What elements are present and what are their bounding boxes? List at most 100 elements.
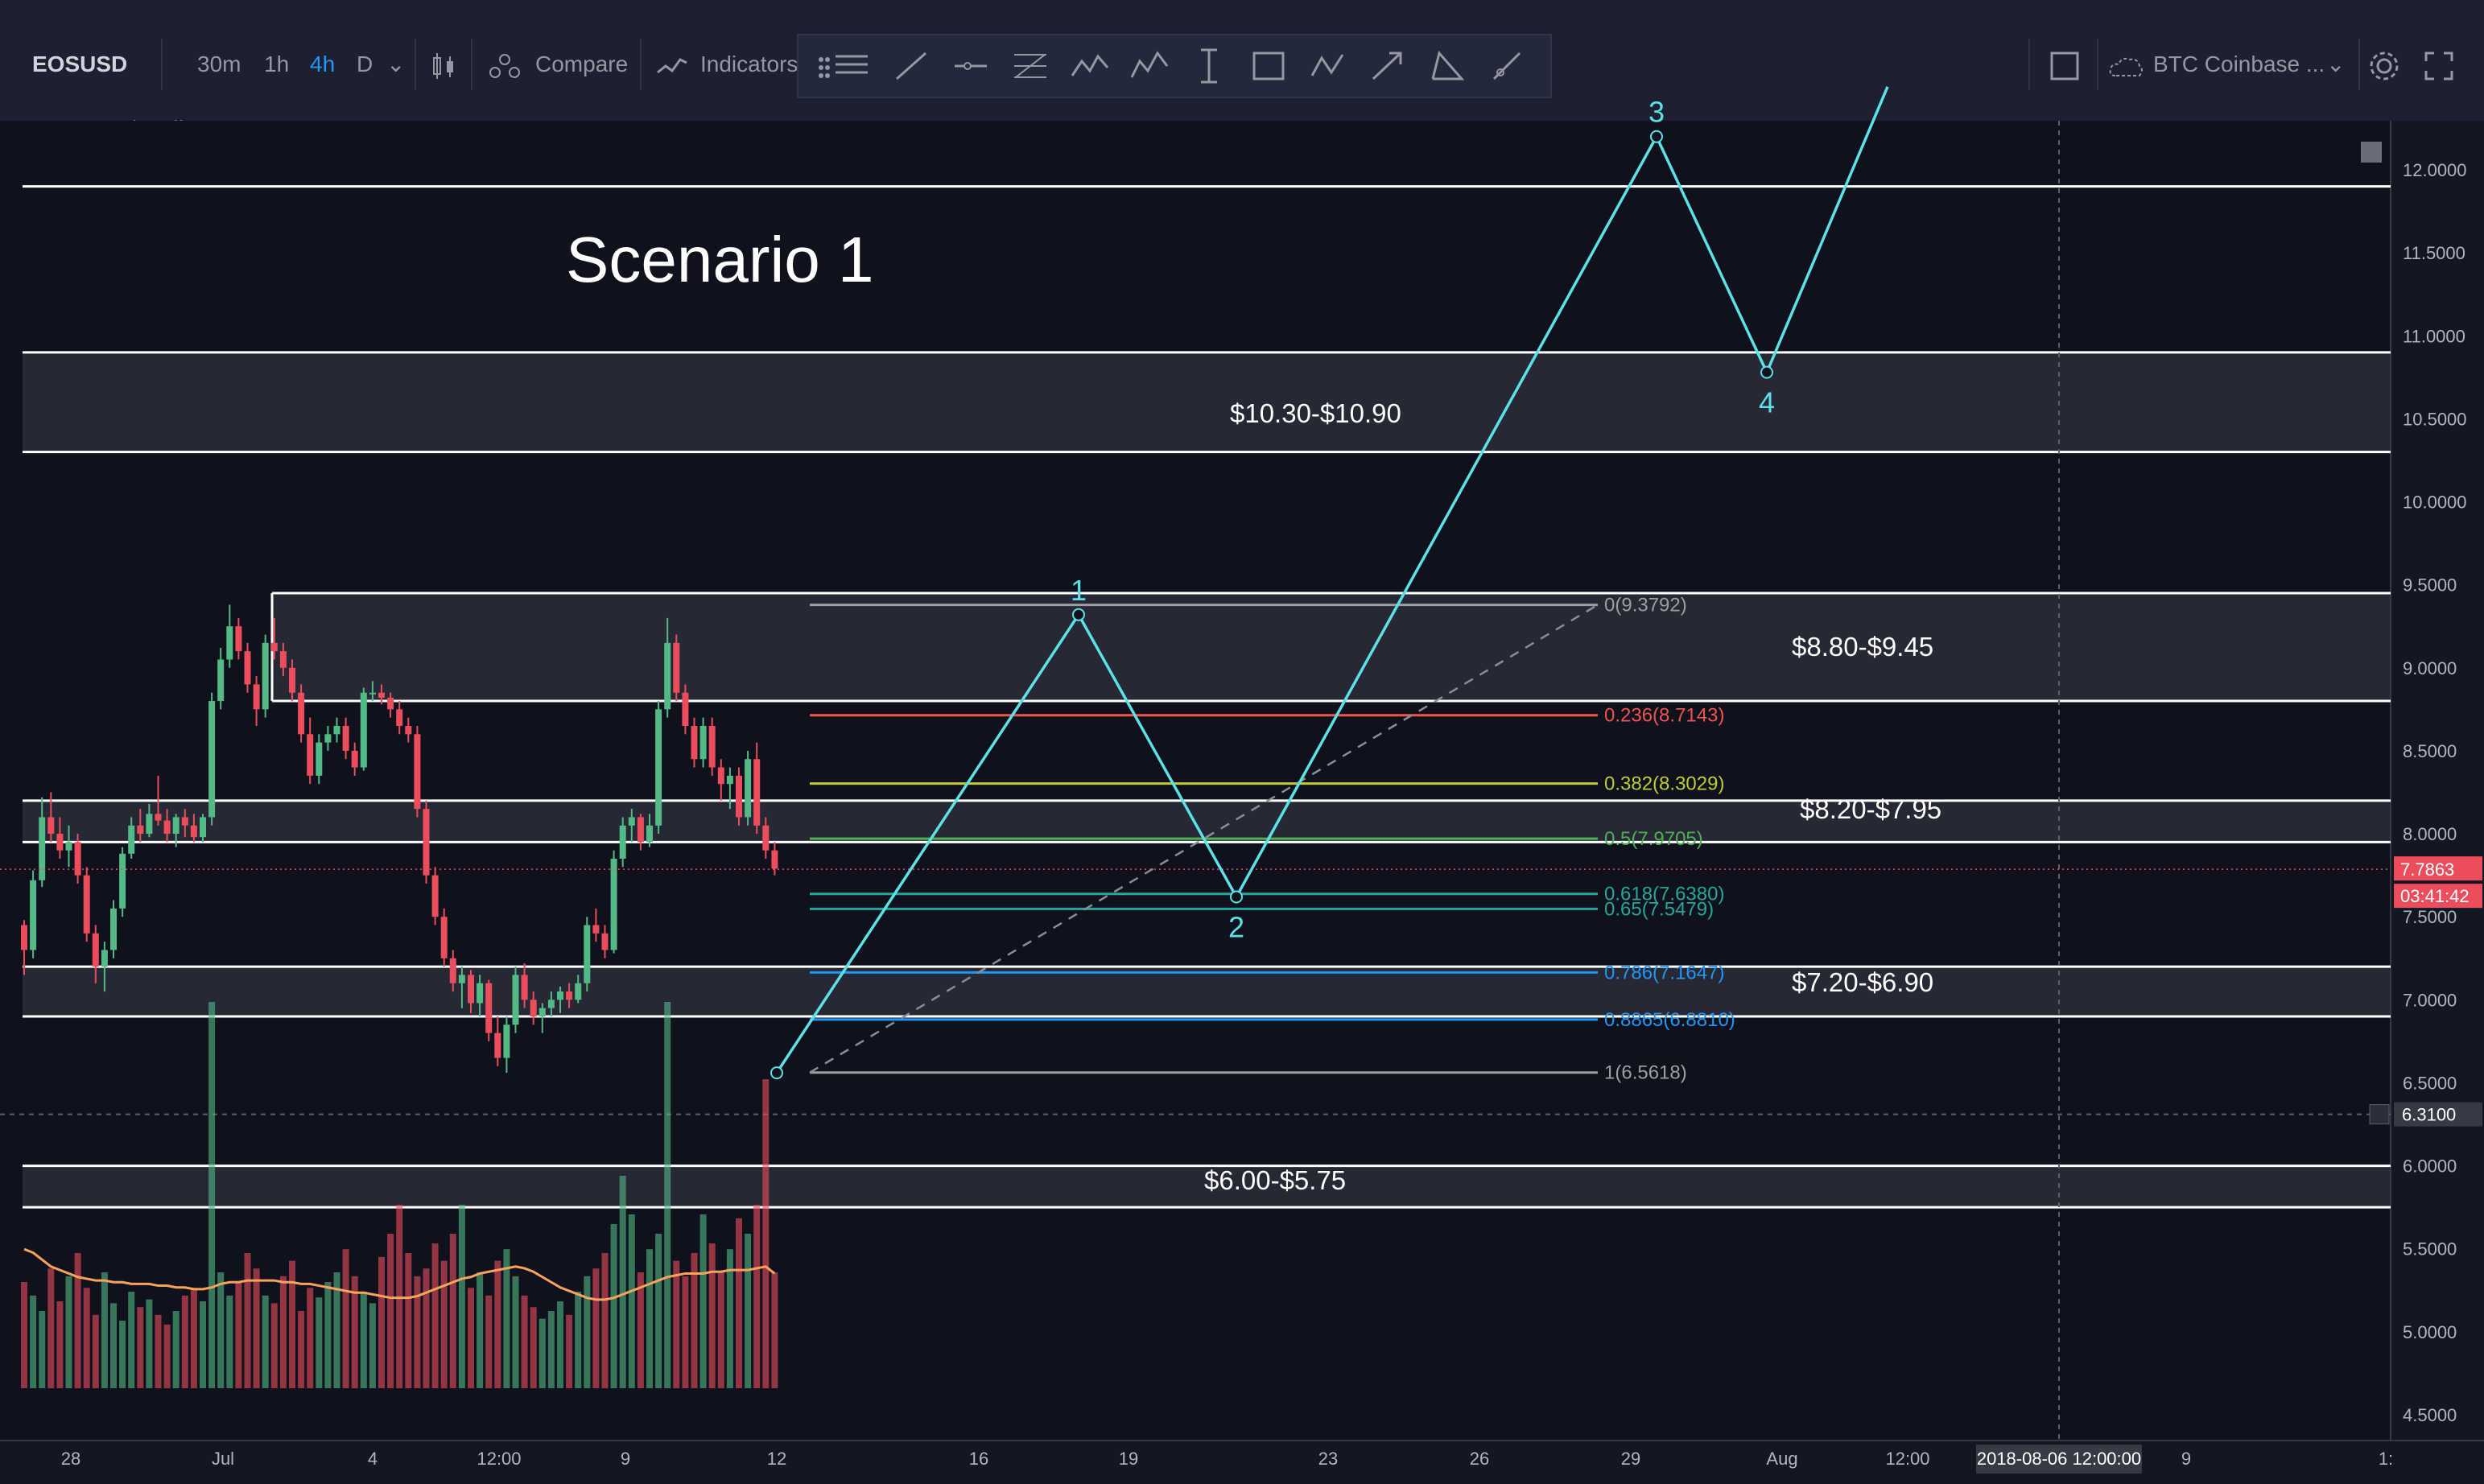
candle-body [298,692,305,735]
collapse-icon[interactable]: ⊞ ▮ [24,117,72,143]
brush-tool-icon[interactable] [1484,43,1529,89]
volume-bar [468,1288,474,1388]
volume-bar [726,1249,733,1388]
candle-body [279,651,287,668]
visibility-icon[interactable]: ▣ ▣ [398,117,465,143]
account-selector[interactable]: BTC Coinbase ... [2153,52,2325,76]
horizontal-ray-icon[interactable] [948,43,993,89]
time-tick-label: 12 [767,1449,786,1469]
volume-bar [745,1234,752,1388]
candle-body [47,817,55,835]
compare-button[interactable]: Compare [535,52,629,76]
time-tick-label: 9 [621,1449,630,1469]
candle-body [262,642,269,710]
trendline-tool-icon[interactable] [889,43,934,89]
toolbar-divider [640,39,642,90]
volume-bar [146,1299,153,1388]
cloud-icon[interactable] [2107,42,2144,87]
candle-body [557,991,563,1000]
volume-bar [155,1314,162,1388]
price-tick-label: 8.5000 [2403,741,2457,761]
interval-d[interactable]: D [357,52,373,76]
candle-body [39,817,46,880]
volume-bar [708,1243,716,1388]
volume-bar [762,1079,770,1388]
volume-bar [610,1224,617,1388]
candle-body [333,725,340,735]
price-axis-panel [2391,121,2484,1484]
close-value: 7.7863 [780,117,855,143]
plot-background [0,121,2484,1484]
candle-body [217,659,225,702]
volume-bar [628,1214,635,1388]
volume-bar [270,1303,278,1388]
candle-body [512,975,519,1025]
price-tick-label: 7.0000 [2403,990,2457,1010]
chevron-down-icon[interactable]: ⌄ [386,52,406,76]
candle-body [200,817,206,838]
wave-label: 4 [1759,386,1775,419]
add-alert-icon[interactable] [2369,1104,2390,1125]
candle-body [575,983,582,1000]
indicators-button[interactable]: Indicators [700,52,798,76]
candle-body [458,975,465,983]
volume-bar [601,1253,609,1388]
interval-4h[interactable]: 4h [310,52,336,76]
candle-body [253,684,260,710]
lines-tool-icon[interactable] [829,43,874,89]
fib-retracement-icon[interactable] [1008,43,1053,89]
time-tick-label: Aug [1766,1449,1797,1469]
candle-body [547,1000,555,1008]
abcd-pattern-icon[interactable] [1306,43,1351,89]
price-tick-label: 10.5000 [2403,409,2467,429]
volume-bar [181,1295,188,1388]
elliott-wave-icon[interactable] [1127,43,1172,89]
volume-bar [414,1276,421,1388]
fullscreen-icon[interactable] [2423,42,2455,87]
candle-body [664,642,671,710]
candle-body [56,834,64,851]
candle-body [431,875,439,917]
candle-body [21,925,27,950]
volume-bar [92,1314,99,1388]
candle-body [745,759,752,818]
candle-body [708,725,716,768]
series-title[interactable]: EOS / Dollar, 240, BITFINEX [71,117,380,143]
support-zone [23,1165,2391,1208]
square-icon[interactable] [2049,42,2081,87]
toolbar-divider [2028,39,2030,90]
compare-icon[interactable] [487,42,522,87]
support-zone [23,352,2391,452]
price-tick-label: 10.0000 [2403,493,2467,513]
time-tick-label: 4 [368,1449,378,1469]
triangle-tool-icon[interactable] [1425,43,1470,89]
fib-level-label: 0.65(7.5479) [1604,898,1714,920]
fib-level-label: 0.5(7.9705) [1604,828,1703,850]
indicators-icon[interactable] [656,42,688,87]
chevron-down-icon[interactable]: ⌄ [2326,52,2346,76]
candle-body [753,759,761,826]
volume-bar [477,1272,484,1388]
rectangle-tool-icon[interactable] [1246,43,1291,89]
candle-body [494,1033,501,1058]
interval-1h[interactable]: 1h [264,52,290,76]
candle-body [440,917,448,958]
volume-moving-average [23,1247,776,1301]
candle-body [771,850,778,869]
symbol-search[interactable]: EOSUSD [32,52,128,76]
volume-bar [736,1218,742,1388]
crosshair-time-tag [1976,1445,2142,1474]
chevron-down-icon[interactable]: ▾ [386,124,399,142]
chart-title: Scenario 1 [566,224,873,295]
volume-bar [74,1253,81,1388]
fib-trend-line [809,604,1599,1074]
candles-icon[interactable] [431,42,456,87]
drag-handle-icon[interactable] [802,43,830,89]
measure-tool-icon[interactable] [1186,43,1232,89]
settings-icon[interactable] [2366,42,2402,87]
arrow-tool-icon[interactable] [1365,43,1410,89]
interval-30m[interactable]: 30m [197,52,241,76]
lock-icon[interactable] [2361,142,2382,163]
pattern-tool-icon[interactable] [1067,43,1112,89]
